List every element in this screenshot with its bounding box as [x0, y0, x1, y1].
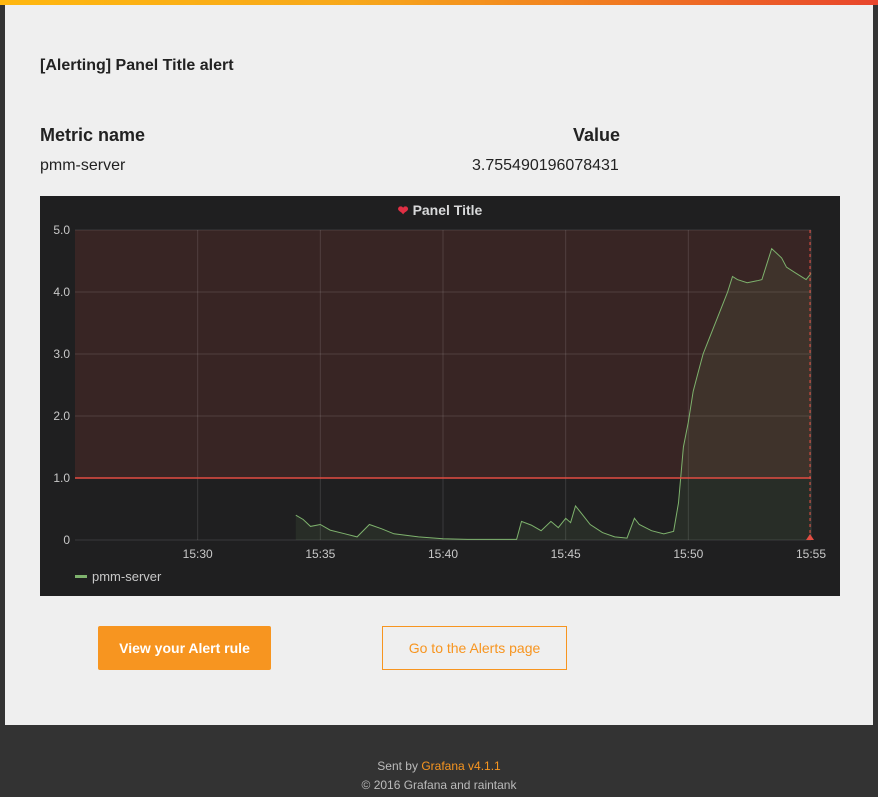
panel-title-text: Panel Title	[412, 202, 483, 218]
metric-name-cell: pmm-server	[40, 157, 126, 174]
alert-annotation-marker	[806, 534, 814, 540]
panel-title: ❤ Panel Title	[40, 202, 840, 219]
x-tick-label: 15:30	[183, 547, 213, 561]
grafana-link[interactable]: Grafana v4.1.1	[421, 759, 501, 773]
legend-swatch	[75, 575, 87, 578]
footer-copyright: © 2016 Grafana and raintank	[361, 778, 517, 792]
footer-sent-by: Sent by Grafana v4.1.1	[0, 757, 878, 776]
series-area	[295, 248, 811, 540]
y-tick-label: 2.0	[53, 409, 70, 423]
y-tick-label: 1.0	[53, 471, 70, 485]
sent-by-text: Sent by	[377, 759, 418, 773]
series-line	[295, 247, 812, 540]
y-tick-label: 3.0	[53, 347, 70, 361]
graph-panel: 0 1.0 2.0 3.0 4.0 5.0 15:30 15:35 15:40 15:45 15:5…	[40, 196, 840, 596]
x-tick-label: 15:45	[551, 547, 581, 561]
y-tick-label: 4.0	[53, 285, 70, 299]
x-tick-label: 15:50	[673, 547, 703, 561]
alert-title: [Alerting] Panel Title alert	[40, 57, 234, 74]
legend-label: pmm-server	[92, 569, 162, 584]
x-tick-label: 15:55	[796, 547, 826, 561]
alert-region	[75, 230, 811, 478]
email-container: [Alerting] Panel Title alert Metric name…	[5, 5, 873, 725]
y-tick-label: 0	[63, 533, 70, 547]
metric-value-cell: 3.755490196078431	[472, 157, 619, 174]
top-accent-bar	[0, 0, 878, 5]
footer: Sent by Grafana v4.1.1 © 2016 Grafana an…	[0, 757, 878, 795]
broken-heart-icon: ❤	[397, 203, 409, 218]
y-tick-label: 5.0	[53, 223, 70, 237]
x-tick-label: 15:35	[305, 547, 335, 561]
view-alert-rule-button[interactable]: View your Alert rule	[98, 626, 271, 670]
x-tick-label: 15:40	[428, 547, 458, 561]
metric-name-header: Metric name	[40, 125, 146, 145]
chart-legend: pmm-server	[75, 569, 161, 584]
panel-chart: 0 1.0 2.0 3.0 4.0 5.0 15:30 15:35 15:40 15:45 15:5…	[53, 223, 826, 561]
go-to-alerts-button[interactable]: Go to the Alerts page	[382, 626, 567, 670]
value-header: Value	[573, 125, 621, 145]
